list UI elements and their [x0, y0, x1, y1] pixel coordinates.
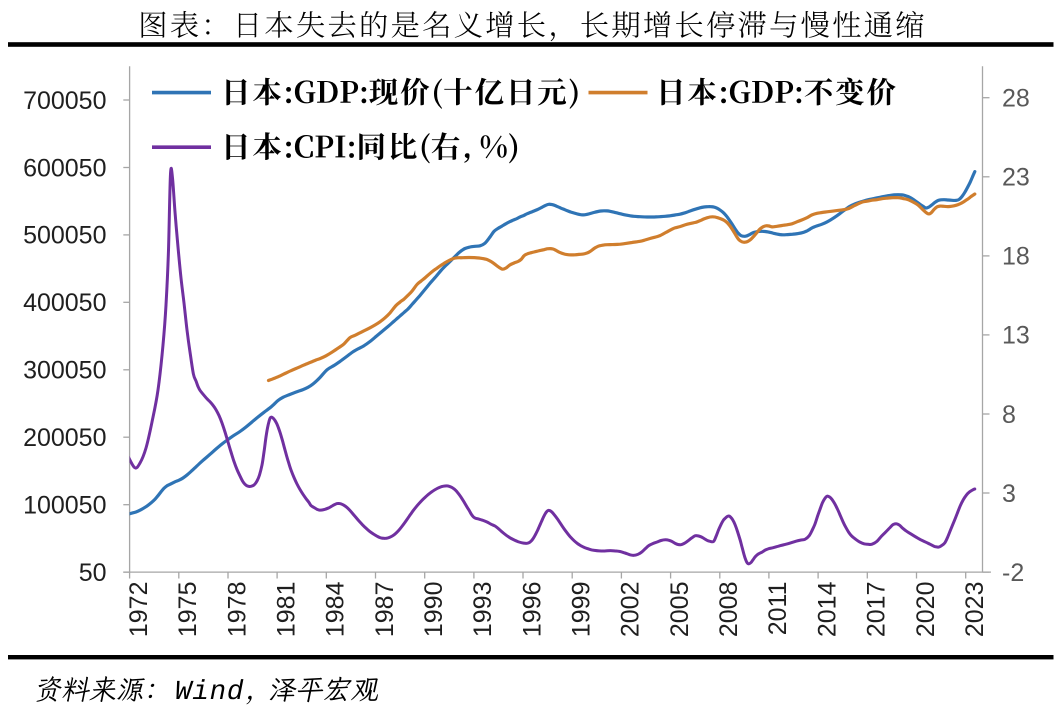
svg-text:300050: 300050	[23, 357, 106, 385]
svg-text:2002: 2002	[617, 582, 645, 638]
svg-text:1990: 1990	[420, 582, 448, 638]
svg-text:400050: 400050	[23, 289, 106, 317]
svg-text:2008: 2008	[715, 582, 743, 638]
svg-text:2014: 2014	[813, 581, 841, 637]
svg-text:2005: 2005	[666, 582, 694, 638]
svg-text:1999: 1999	[568, 582, 596, 638]
svg-text:1987: 1987	[371, 582, 399, 638]
svg-text:3: 3	[1002, 480, 1016, 508]
svg-text:28: 28	[1002, 85, 1030, 113]
svg-text:18: 18	[1002, 243, 1030, 271]
svg-text:2020: 2020	[912, 582, 940, 638]
svg-text:2011: 2011	[764, 582, 792, 636]
svg-text:600050: 600050	[23, 154, 106, 182]
svg-text:13: 13	[1002, 322, 1030, 350]
svg-text:200050: 200050	[23, 424, 106, 452]
svg-text:500050: 500050	[23, 222, 106, 250]
svg-text:700050: 700050	[23, 87, 106, 115]
svg-text:2017: 2017	[863, 582, 891, 638]
svg-text:50: 50	[79, 559, 107, 587]
svg-text:1996: 1996	[518, 582, 546, 638]
svg-text:1972: 1972	[125, 582, 153, 638]
svg-text:1984: 1984	[322, 581, 350, 637]
svg-text:1993: 1993	[469, 582, 497, 638]
svg-text:1978: 1978	[223, 582, 251, 638]
svg-text:8: 8	[1002, 401, 1016, 429]
svg-text:-2: -2	[1002, 559, 1024, 587]
svg-text:2023: 2023	[961, 582, 989, 638]
svg-text:1981: 1981	[272, 582, 300, 638]
svg-text:100050: 100050	[23, 492, 106, 520]
svg-text:23: 23	[1002, 164, 1030, 192]
svg-text:1975: 1975	[174, 582, 202, 638]
